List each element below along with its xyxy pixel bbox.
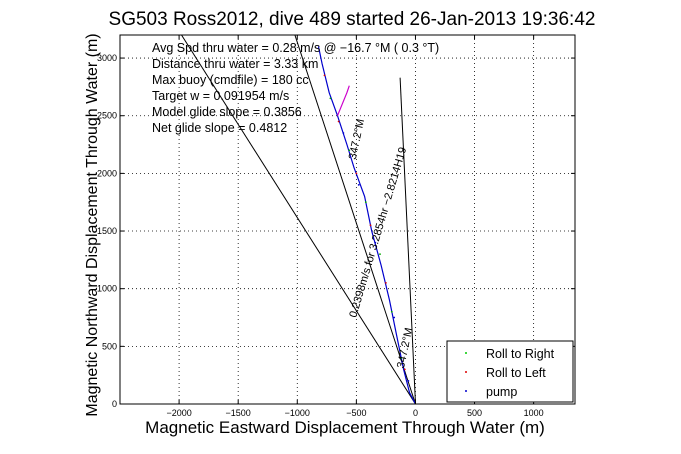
annotation-line: Distance thru water = 3.33 km <box>152 57 318 71</box>
y-tick-label: 1000 <box>97 284 117 294</box>
y-tick-label: 2000 <box>97 168 117 178</box>
x-tick-label: 500 <box>467 408 482 418</box>
text-annotations: Avg Spd thru water = 0.28 m/s @ −16.7 °M… <box>152 41 439 135</box>
axis-ticks: −2000 −1500 −1000 −500 0 500 1000 0 500 1000 1500 2… <box>97 35 575 418</box>
annotation-line: Max buoy (cmdfile) = 180 cc <box>152 73 309 87</box>
y-tick-label: 500 <box>102 341 117 351</box>
data-layer <box>181 35 417 404</box>
series-point <box>357 184 360 186</box>
annotation-line: Net glide slope = 0.4812 <box>152 121 287 135</box>
legend-label: Roll to Right <box>486 347 555 361</box>
x-tick-label: −500 <box>346 408 366 418</box>
heading-line <box>399 77 416 404</box>
legend-marker <box>465 352 467 354</box>
series-line-track <box>317 46 417 404</box>
annotation-line: Avg Spd thru water = 0.28 m/s @ −16.7 °M… <box>152 41 439 55</box>
annotation-line: Model glide slope = 0.3856 <box>152 105 302 119</box>
series-point <box>342 132 345 134</box>
legend-label: pump <box>486 385 517 399</box>
series-point <box>329 97 332 100</box>
series-point <box>369 224 372 227</box>
y-axis-label: Magnetic Northward Displacement Through … <box>84 33 101 416</box>
series-point <box>385 282 387 284</box>
x-tick-label: 1000 <box>524 408 544 418</box>
y-tick-label: 3000 <box>97 53 117 63</box>
legend: Roll to Right Roll to Left pump <box>446 340 574 403</box>
series-point <box>390 310 393 313</box>
series-point <box>403 368 406 371</box>
legend-marker <box>465 371 467 373</box>
plot-frame <box>119 34 576 405</box>
x-tick-label: 0 <box>413 408 418 418</box>
legend-label: Roll to Left <box>486 366 546 380</box>
x-tick-label: −2000 <box>166 408 191 418</box>
y-tick-label: 2500 <box>97 111 117 121</box>
series-point <box>379 253 381 256</box>
legend-box <box>446 340 574 403</box>
y-tick-label: 0 <box>112 399 117 409</box>
annotation-line: Target w = 0.091954 m/s <box>152 89 289 103</box>
series-point <box>400 357 403 359</box>
dr-line-2 <box>181 35 416 404</box>
series-point <box>407 380 410 382</box>
x-axis-label: Magnetic Eastward Displacement Through W… <box>145 418 545 437</box>
series-line-track-end <box>336 85 350 116</box>
series-point <box>323 74 326 77</box>
series-point <box>364 201 367 204</box>
plot-area: −2000 −1500 −1000 −500 0 500 1000 0 500 1000 1500 2… <box>97 34 576 418</box>
chart-title: SG503 Ross2012, dive 489 started 26-Jan-… <box>109 9 596 30</box>
y-tick-label: 1500 <box>97 226 117 236</box>
series-point <box>337 120 340 123</box>
series-point <box>374 241 377 244</box>
dr-line-1 <box>294 35 416 404</box>
series-point <box>393 316 396 319</box>
series-point <box>355 172 358 175</box>
legend-marker <box>465 390 467 392</box>
x-tick-label: −1000 <box>285 408 310 418</box>
grid-lines <box>120 35 575 405</box>
series-point <box>348 149 351 152</box>
x-tick-label: −1500 <box>226 408 251 418</box>
